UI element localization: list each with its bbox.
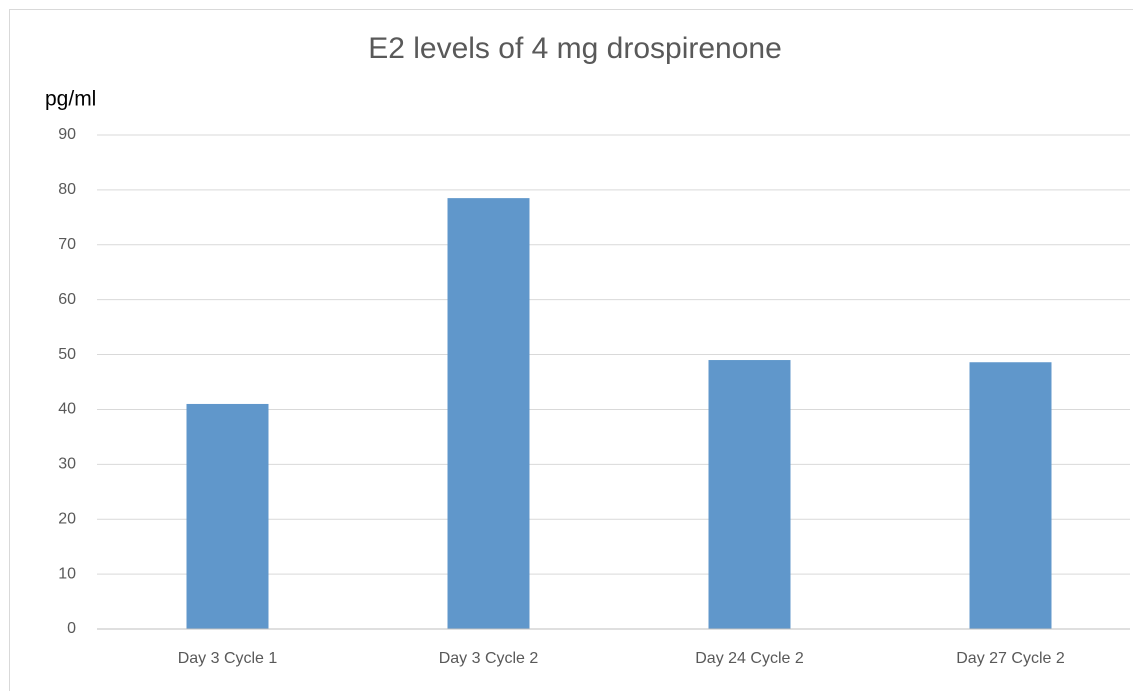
y-tick-label: 20 bbox=[58, 510, 76, 527]
y-tick-label: 40 bbox=[58, 401, 76, 418]
y-tick-label: 10 bbox=[58, 565, 76, 582]
bar bbox=[969, 362, 1052, 629]
y-tick-label: 0 bbox=[67, 620, 76, 637]
x-tick-label: Day 24 Cycle 2 bbox=[695, 650, 804, 667]
x-tick-label: Day 3 Cycle 2 bbox=[439, 650, 539, 667]
x-tick-label: Day 27 Cycle 2 bbox=[956, 650, 1065, 667]
y-tick-label: 30 bbox=[58, 456, 76, 473]
y-tick-label: 90 bbox=[58, 126, 76, 143]
bar bbox=[186, 403, 269, 629]
chart-frame bbox=[9, 9, 1133, 691]
y-tick-label: 50 bbox=[58, 346, 76, 363]
y-tick-label: 80 bbox=[58, 181, 76, 198]
x-tick-label: Day 3 Cycle 1 bbox=[178, 650, 278, 667]
bar bbox=[447, 198, 530, 629]
y-axis-label: pg/ml bbox=[45, 88, 96, 111]
y-tick-label: 60 bbox=[58, 291, 76, 308]
bar bbox=[708, 360, 791, 629]
chart-title: E2 levels of 4 mg drospirenone bbox=[368, 32, 782, 65]
y-tick-label: 70 bbox=[58, 236, 76, 253]
